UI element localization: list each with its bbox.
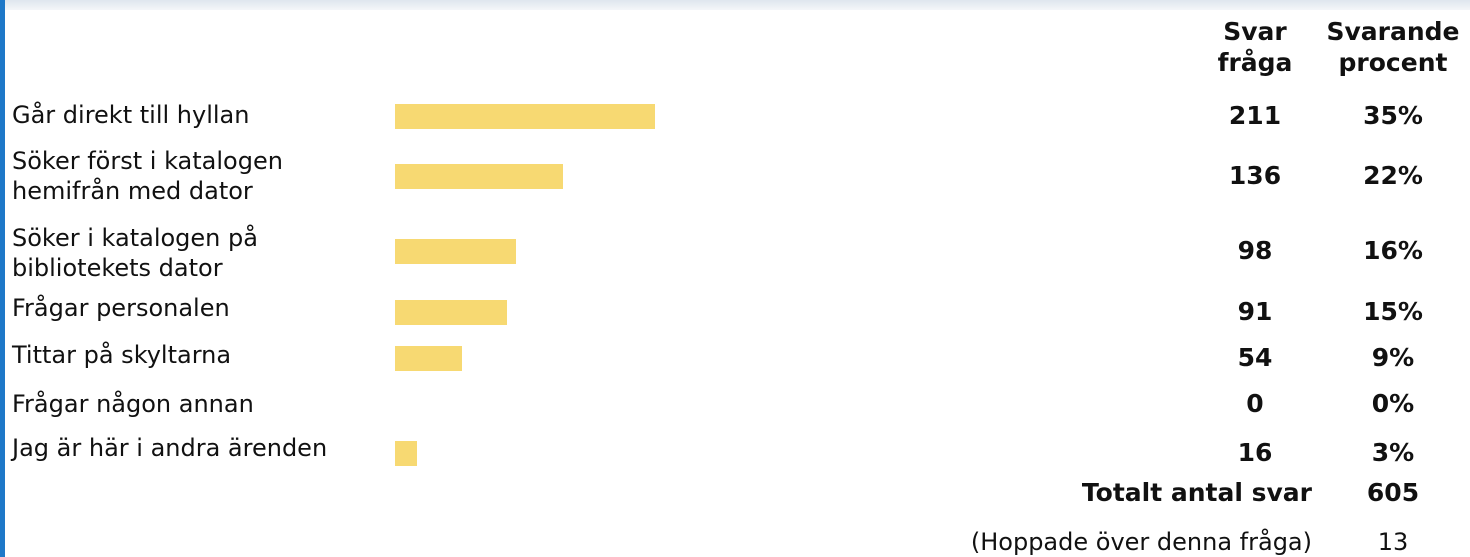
top-strip bbox=[0, 0, 1470, 10]
header-count: Svar fråga bbox=[1200, 16, 1310, 78]
count-value: 91 bbox=[1237, 297, 1273, 326]
category-label: Söker först i katalogen hemifrån med dat… bbox=[12, 147, 283, 205]
percent-value: 16% bbox=[1363, 236, 1423, 265]
count-value: 0 bbox=[1246, 389, 1264, 418]
percent-value: 3% bbox=[1371, 438, 1415, 467]
percent-value: 9% bbox=[1371, 343, 1415, 372]
category-label: Söker i katalogen på bibliotekets dator bbox=[12, 224, 258, 282]
bar bbox=[395, 346, 462, 371]
percent-value: 35% bbox=[1363, 101, 1423, 130]
bar bbox=[395, 239, 516, 264]
left-border bbox=[0, 0, 5, 557]
count-value: 98 bbox=[1237, 236, 1273, 265]
count-value: 136 bbox=[1228, 161, 1282, 190]
total-label: Totalt antal svar bbox=[1081, 478, 1312, 507]
bar bbox=[395, 104, 655, 129]
category-label: Tittar på skyltarna bbox=[12, 341, 232, 369]
category-label: Går direkt till hyllan bbox=[12, 101, 250, 129]
percent-value: 0% bbox=[1371, 389, 1415, 418]
count-value: 54 bbox=[1237, 343, 1273, 372]
count-value: 16 bbox=[1237, 438, 1273, 467]
total-value: 605 bbox=[1366, 478, 1420, 507]
category-label: Jag är här i andra ärenden bbox=[12, 434, 328, 462]
skipped-value: 13 bbox=[1377, 528, 1409, 556]
category-label: Frågar personalen bbox=[12, 294, 230, 322]
percent-value: 15% bbox=[1363, 297, 1423, 326]
header-percent-line-1: Svarande bbox=[1326, 17, 1460, 46]
header-percent: Svarande procent bbox=[1318, 16, 1468, 78]
bar bbox=[395, 441, 417, 466]
skipped-label: (Hoppade över denna fråga) bbox=[970, 528, 1312, 556]
category-label: Frågar någon annan bbox=[12, 390, 254, 418]
bar bbox=[395, 164, 563, 189]
percent-value: 22% bbox=[1363, 161, 1423, 190]
bar bbox=[395, 300, 507, 325]
header-count-line-1: Svar bbox=[1223, 17, 1287, 46]
header-percent-line-2: procent bbox=[1338, 48, 1448, 77]
header-count-line-2: fråga bbox=[1217, 48, 1293, 77]
count-value: 211 bbox=[1228, 101, 1282, 130]
